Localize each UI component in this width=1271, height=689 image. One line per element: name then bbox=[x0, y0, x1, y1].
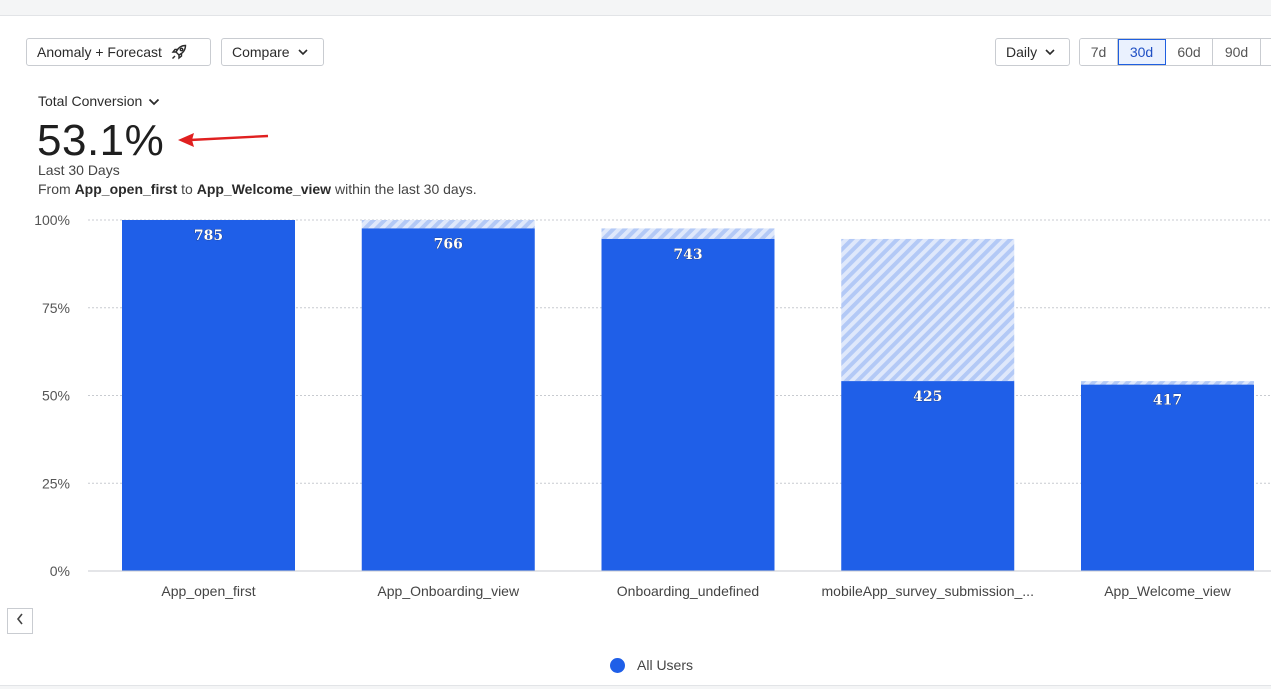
bar bbox=[361, 228, 535, 571]
chevron-down-icon bbox=[148, 93, 160, 109]
bar bbox=[122, 220, 295, 571]
legend-swatch bbox=[610, 657, 625, 673]
bar bbox=[841, 381, 1015, 571]
dropoff-bar bbox=[841, 238, 1015, 382]
to-event: App_Welcome_view bbox=[196, 181, 332, 197]
y-tick-label: 50% bbox=[42, 388, 70, 404]
anomaly-forecast-button[interactable]: Anomaly + Forecast bbox=[26, 38, 211, 66]
interval-label: Daily bbox=[1006, 44, 1038, 60]
chevron-down-icon bbox=[1045, 48, 1055, 56]
legend-item-all-users[interactable]: All Users bbox=[610, 657, 693, 673]
dropoff-bar bbox=[361, 220, 535, 229]
range-60d-button[interactable]: 60d bbox=[1166, 39, 1213, 65]
compare-button[interactable]: Compare bbox=[221, 38, 324, 66]
range-more-button[interactable] bbox=[1261, 39, 1271, 65]
range-30d-button[interactable]: 30d bbox=[1118, 39, 1166, 65]
scroll-left-button[interactable] bbox=[7, 608, 33, 634]
period-label: Last 30 Days bbox=[38, 162, 120, 178]
y-tick-label: 75% bbox=[42, 300, 70, 316]
x-tick-label: App_open_first bbox=[161, 583, 255, 599]
bar bbox=[1081, 384, 1254, 571]
annotation-arrow-icon bbox=[178, 133, 269, 147]
dropoff-bar bbox=[1081, 381, 1254, 385]
x-tick-label: App_Onboarding_view bbox=[377, 583, 520, 599]
chart-panel: Anomaly + Forecast Compare Daily 7d 30d … bbox=[0, 15, 1271, 686]
conversion-value: 53.1% bbox=[37, 116, 165, 165]
range-7d-button[interactable]: 7d bbox=[1080, 39, 1118, 65]
interval-dropdown[interactable]: Daily bbox=[995, 38, 1070, 66]
anomaly-forecast-label: Anomaly + Forecast bbox=[37, 44, 162, 60]
desc-suffix: within the last 30 days. bbox=[334, 181, 477, 197]
y-tick-label: 0% bbox=[50, 563, 70, 579]
funnel-chart: 0% 25% 50% 75% 100% 785 App_open_first 766 App_O… bbox=[34, 212, 1271, 599]
data-label: 425 bbox=[913, 389, 942, 405]
legend-label: All Users bbox=[637, 657, 694, 673]
data-label: 785 bbox=[194, 228, 223, 244]
y-tick-label: 25% bbox=[42, 475, 70, 491]
desc-prefix: From bbox=[38, 181, 71, 197]
data-label: 766 bbox=[434, 236, 463, 252]
bar bbox=[601, 238, 775, 572]
metric-selector[interactable]: Total Conversion bbox=[38, 93, 160, 109]
dropoff-bar bbox=[601, 228, 775, 239]
chevron-left-icon bbox=[16, 612, 24, 630]
compare-label: Compare bbox=[232, 44, 290, 60]
from-event: App_open_first bbox=[74, 181, 178, 197]
rocket-icon bbox=[170, 43, 188, 61]
conversion-description: From App_open_first to App_Welcome_view … bbox=[38, 181, 477, 197]
y-tick-label: 100% bbox=[34, 212, 70, 228]
data-label: 417 bbox=[1153, 393, 1182, 409]
range-90d-button[interactable]: 90d bbox=[1213, 39, 1261, 65]
date-range-selector: 7d 30d 60d 90d bbox=[1079, 38, 1271, 66]
desc-mid: to bbox=[181, 181, 193, 197]
x-tick-label: mobileApp_survey_submission_... bbox=[822, 583, 1034, 599]
data-label: 743 bbox=[673, 247, 702, 263]
metric-selector-label: Total Conversion bbox=[38, 93, 143, 109]
chevron-down-icon bbox=[298, 48, 308, 56]
x-tick-label: Onboarding_undefined bbox=[617, 583, 759, 599]
x-tick-label: App_Welcome_view bbox=[1104, 583, 1231, 599]
